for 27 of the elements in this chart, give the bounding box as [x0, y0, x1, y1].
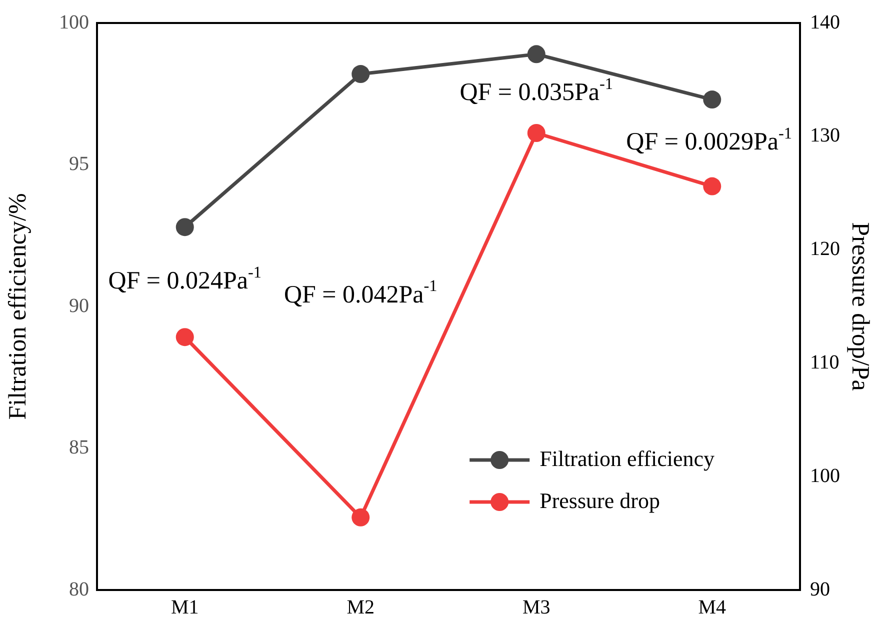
- legend-label: Filtration efficiency: [540, 446, 715, 471]
- point: [352, 65, 370, 84]
- point: [527, 124, 546, 142]
- x-tick-label: M4: [698, 596, 726, 618]
- y-tick-label: 90: [69, 294, 89, 317]
- point: [176, 218, 194, 236]
- y-tick-label: 95: [69, 153, 89, 175]
- y-tick-label: 100: [59, 11, 89, 34]
- point: [703, 90, 722, 109]
- x-tick-label: M2: [346, 596, 375, 618]
- y-axis-title: Filtration efficiency/%: [4, 193, 32, 420]
- y2-axis-title: Pressure drop/Pa: [846, 222, 874, 391]
- y2-tick-label: 140: [810, 11, 840, 34]
- point: [352, 508, 370, 526]
- y2-tick-label: 120: [810, 238, 840, 260]
- x-tick-label: M3: [522, 596, 550, 618]
- y2-tick-label: 130: [810, 124, 840, 147]
- y2-tick-label: 110: [810, 351, 840, 374]
- y-tick-label: 85: [69, 436, 89, 458]
- x-tick-label: M1: [170, 596, 199, 618]
- y2-tick-label: 90: [810, 578, 830, 600]
- point: [527, 45, 546, 64]
- legend-label: Pressure drop: [540, 488, 660, 513]
- y-tick-label: 80: [69, 578, 89, 600]
- y2-tick-label: 100: [810, 464, 840, 487]
- point: [703, 177, 722, 196]
- point: [176, 328, 194, 346]
